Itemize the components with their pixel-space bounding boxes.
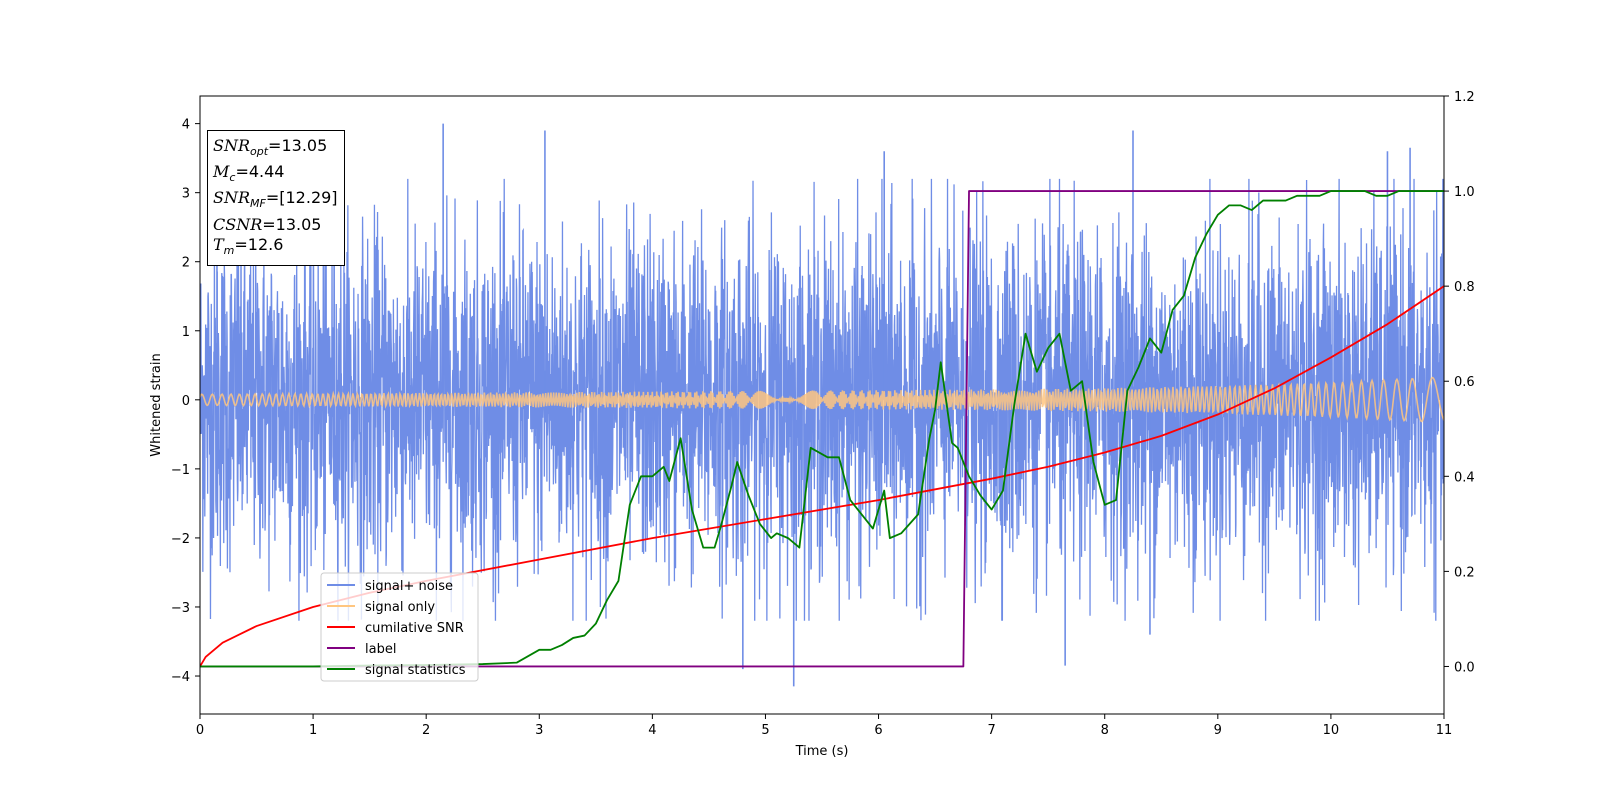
y-left-tick-label: −4 (171, 670, 190, 685)
x-tick-label: 1 (309, 723, 317, 738)
y-left-tick-label: −3 (171, 601, 190, 616)
y-left-tick-label: −2 (171, 532, 190, 547)
chirp-mass-row: Mc=4.44 (213, 162, 285, 185)
y-left-tick-label: 2 (182, 256, 190, 271)
y-right-tick-label: 0.0 (1454, 660, 1475, 675)
y-right-tick-label: 1.2 (1454, 90, 1475, 105)
x-tick-label: 3 (535, 723, 543, 738)
axes-layer: 0 1 2 3 4 5 6 7 8 9 10 11 −4 −3 −2 −1 0 1 2 3 4 0.0 0.2 0.4 0.6 0… (171, 90, 1475, 738)
tm-value: =12.6 (234, 234, 284, 254)
y-right-tick-label: 0.8 (1454, 280, 1475, 295)
legend-frame (320, 572, 479, 682)
series-layer (200, 123, 1444, 687)
series-signal-statistics (200, 190, 1444, 668)
y-left-tick-label: 0 (182, 394, 190, 409)
y-left-tick-label: 1 (182, 325, 190, 340)
legend: signal+ noise signal only cumilative SNR… (320, 572, 479, 682)
legend-label-label: label (365, 642, 396, 657)
x-tick-label: 11 (1436, 723, 1453, 738)
y-left-tick-label: −1 (171, 463, 190, 478)
y-axis-label: Whitened strain (149, 353, 164, 456)
x-tick-label: 5 (761, 723, 769, 738)
x-axis-label: Time (s) (795, 744, 849, 759)
x-tick-label: 8 (1101, 723, 1109, 738)
legend-label-signal-statistics: signal statistics (365, 663, 466, 678)
y-right-tick-label: 0.4 (1454, 470, 1475, 485)
snr-opt-value: =13.05 (268, 136, 328, 155)
plot-frame (199, 95, 1445, 715)
y-right-tick-label: 0.2 (1454, 565, 1475, 580)
csnr-row: CSNR=13.05 (213, 214, 322, 234)
x-tick-label: 7 (987, 723, 995, 738)
snr-opt-row: SNRopt=13.05 (213, 136, 328, 159)
series-signal-only (200, 376, 1444, 423)
snr-mf-row: SNRMF=[12.29] (213, 188, 338, 211)
legend-label-cumilative-snr: cumilative SNR (365, 621, 464, 636)
y-right-tick-label: 0.6 (1454, 375, 1475, 390)
tm-row: Tm=12.6 (213, 234, 284, 257)
chirp-mass-value: =4.44 (235, 162, 285, 182)
series-label (200, 190, 1444, 668)
snr-mf-value: =[12.29] (265, 188, 338, 208)
y-left-tick-label: 4 (182, 118, 190, 133)
csnr-value: =13.05 (262, 214, 322, 234)
y-left-tick-label: 3 (182, 187, 190, 202)
metrics-annotation-box: SNRopt=13.05 Mc=4.44 SNRMF=[12.29] CSNR=… (207, 130, 345, 266)
x-tick-label: 6 (874, 723, 882, 738)
legend-label-signal-noise: signal+ noise (365, 579, 453, 594)
series-cumilative-snr (200, 285, 1444, 667)
x-tick-label: 9 (1214, 723, 1222, 738)
x-tick-label: 2 (422, 723, 430, 738)
x-tick-label: 0 (196, 723, 204, 738)
x-tick-label: 10 (1323, 723, 1340, 738)
legend-label-signal-only: signal only (365, 600, 435, 615)
x-tick-label: 4 (648, 723, 656, 738)
y-right-tick-label: 1.0 (1454, 185, 1475, 200)
